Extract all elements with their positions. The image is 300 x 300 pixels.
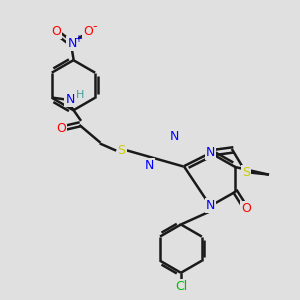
Text: N: N — [65, 93, 75, 106]
Text: H: H — [76, 90, 85, 100]
Text: -: - — [92, 20, 97, 33]
Text: N: N — [67, 38, 77, 50]
Text: S: S — [242, 166, 250, 178]
Text: +: + — [74, 34, 82, 44]
Text: N: N — [206, 146, 215, 159]
Text: Cl: Cl — [175, 280, 187, 293]
Text: S: S — [118, 144, 126, 157]
Text: N: N — [145, 159, 154, 172]
Text: O: O — [51, 25, 61, 38]
Text: N: N — [170, 130, 179, 142]
Text: O: O — [241, 202, 250, 214]
Text: O: O — [56, 122, 66, 135]
Text: O: O — [83, 25, 93, 38]
Text: N: N — [206, 200, 215, 212]
